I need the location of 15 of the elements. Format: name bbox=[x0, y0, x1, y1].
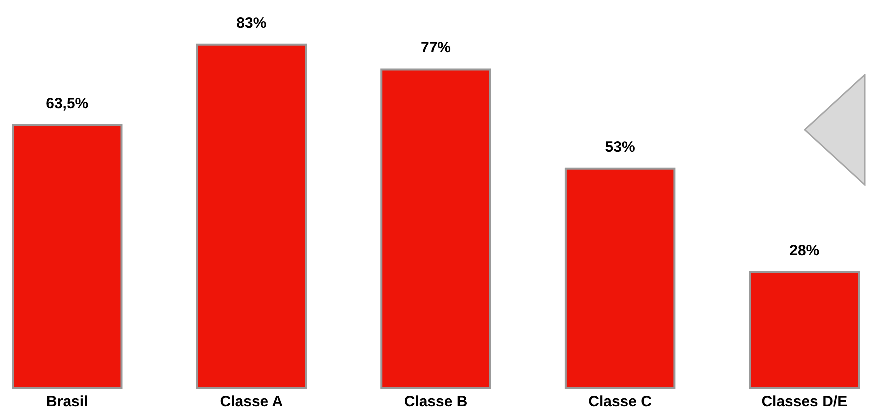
bar bbox=[564, 168, 676, 389]
bar bbox=[749, 271, 860, 389]
x-tick-label: Classe B bbox=[404, 394, 468, 410]
data-label: 63,5% bbox=[46, 96, 89, 113]
data-label: 53% bbox=[605, 138, 636, 156]
x-tick-label: Classe A bbox=[220, 394, 284, 410]
data-label: 28% bbox=[790, 242, 820, 260]
data-label: 77% bbox=[420, 40, 452, 57]
data-label: 83% bbox=[236, 14, 267, 32]
bar bbox=[380, 68, 492, 389]
x-tick-label: Classes D/E bbox=[762, 394, 848, 410]
bar bbox=[12, 124, 123, 389]
x-tick-label: Classe C bbox=[588, 394, 652, 410]
x-tick-label: Brasil bbox=[46, 394, 88, 410]
bar bbox=[196, 44, 308, 389]
